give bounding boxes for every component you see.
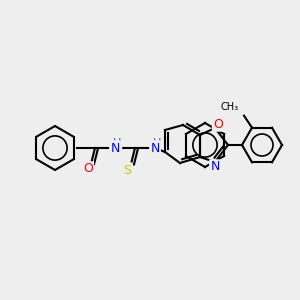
Text: O: O (83, 163, 93, 176)
Text: S: S (123, 164, 131, 176)
Text: N: N (110, 142, 120, 154)
Text: O: O (213, 118, 223, 130)
Text: N: N (150, 142, 160, 154)
Text: N: N (210, 160, 220, 173)
Text: H: H (153, 138, 161, 148)
Text: CH₃: CH₃ (221, 102, 239, 112)
Text: H: H (113, 138, 121, 148)
